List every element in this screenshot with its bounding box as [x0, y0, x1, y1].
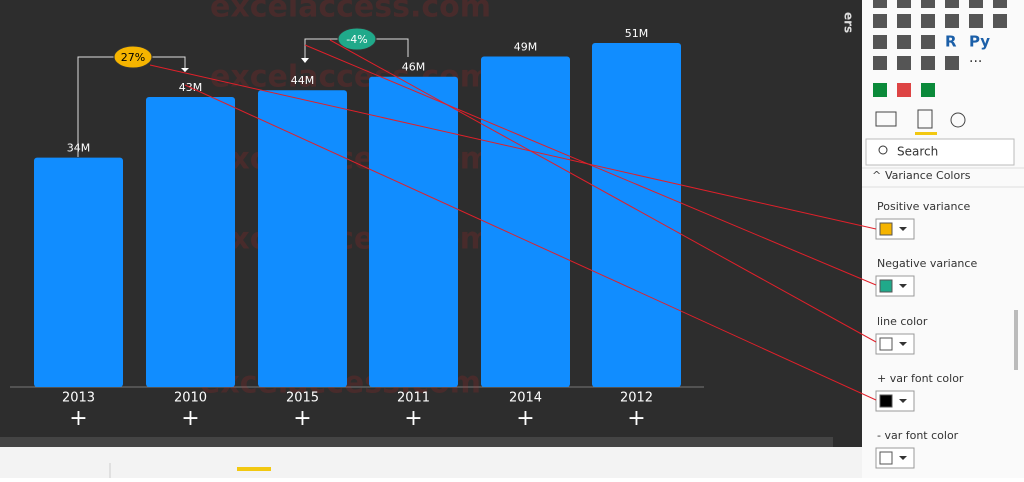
x-tick-label: 2010 [174, 391, 207, 406]
pane-tabs [875, 109, 966, 129]
search-box[interactable] [865, 138, 1015, 166]
x-tick-label: 2012 [620, 391, 653, 406]
dropdown-caret [899, 342, 907, 346]
variance-arrow [301, 58, 309, 63]
active-pane-tab[interactable] [915, 132, 937, 135]
setting-label: line color [877, 315, 928, 328]
color-swatch [879, 279, 893, 293]
dropdown-caret [899, 456, 907, 460]
collapse-caret[interactable]: ^ [872, 169, 881, 182]
section-header[interactable]: Variance Colors [885, 169, 971, 182]
bar[interactable] [369, 76, 458, 387]
color-swatch [879, 394, 893, 408]
bar[interactable] [481, 56, 570, 387]
dropdown-caret [899, 284, 907, 288]
visual-icons [873, 0, 1007, 97]
icon-label: ··· [969, 54, 982, 70]
x-tick-label: 2013 [62, 391, 95, 406]
x-tick-label: 2014 [509, 391, 542, 406]
side-label: ers [842, 12, 856, 33]
search-icon [878, 145, 888, 155]
search-placeholder: Search [897, 145, 938, 159]
color-swatch [879, 337, 893, 351]
setting-label: - var font color [877, 429, 959, 442]
expand-button[interactable]: + [516, 406, 534, 431]
annotation-line [329, 39, 877, 343]
expand-button[interactable]: + [69, 406, 87, 431]
variance-label: 27% [121, 51, 145, 64]
bar[interactable] [592, 43, 681, 387]
variance-badge [337, 27, 377, 51]
pane-scrollbar[interactable] [1014, 310, 1018, 370]
setting-label: + var font color [877, 372, 964, 385]
variance-arrow [181, 68, 189, 72]
watermark: excelaccess.com [210, 0, 491, 25]
color-swatch [879, 222, 893, 236]
setting-label: Negative variance [877, 257, 977, 270]
expand-button[interactable]: + [404, 406, 422, 431]
bar[interactable] [258, 90, 347, 387]
icon-label: Py [969, 33, 990, 51]
expand-button[interactable]: + [181, 406, 199, 431]
x-tick-label: 2015 [286, 391, 319, 406]
annotation-line [184, 84, 877, 401]
bar[interactable] [146, 96, 235, 387]
page-tabs-bar [0, 447, 862, 478]
expand-button[interactable]: + [293, 406, 311, 431]
active-tab [237, 467, 271, 471]
color-swatch [879, 451, 893, 465]
setting-label: Positive variance [877, 200, 970, 213]
icon-label: R [945, 33, 957, 51]
value-label: 51M [625, 27, 649, 40]
bar[interactable] [34, 157, 123, 387]
value-label: 49M [514, 40, 538, 53]
expand-button[interactable]: + [627, 406, 645, 431]
dropdown-caret [899, 227, 907, 231]
value-label: 46M [402, 61, 426, 74]
value-label: 44M [291, 74, 315, 87]
annotation-line [304, 44, 877, 286]
x-tick-label: 2011 [397, 391, 430, 406]
annotation-line [149, 64, 877, 230]
scroll-bar [0, 437, 833, 447]
dropdown-caret [899, 399, 907, 403]
variance-label: -4% [346, 33, 367, 46]
side-strip [833, 0, 862, 447]
variance-badge [113, 45, 153, 69]
